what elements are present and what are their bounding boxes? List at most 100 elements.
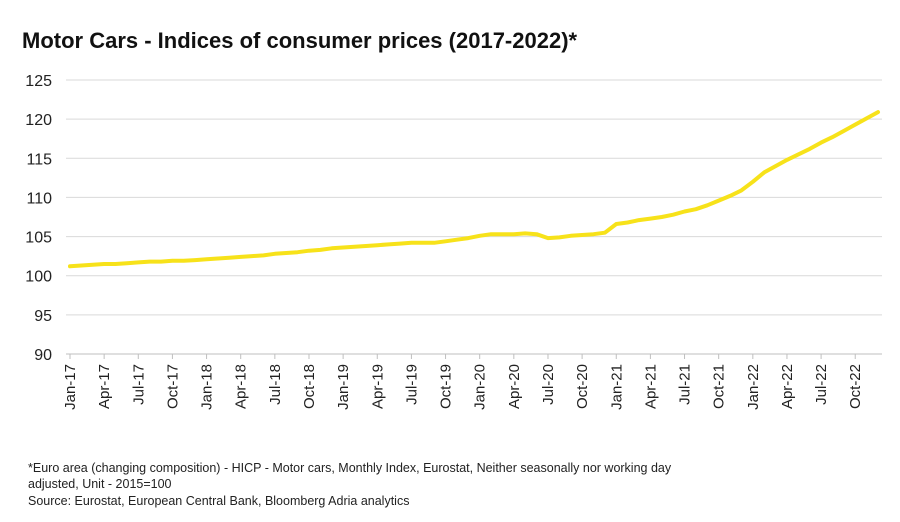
x-tick-label: Oct-21 [711,364,728,409]
data-point [580,233,584,237]
data-point [615,222,618,226]
data-point [239,255,242,259]
data-point [398,242,402,245]
data-point [569,234,572,237]
data-point [193,258,197,262]
x-tick-label: Oct-19 [438,364,455,409]
data-point [171,259,174,263]
data-point [603,231,607,234]
x-tick-label: Apr-21 [642,364,659,409]
data-point [683,210,686,213]
data-point [774,164,777,168]
data-point [80,264,83,267]
data-point [148,260,151,263]
data-point [205,258,208,261]
y-axis-tick-labels: 90 95 100 105 110 115 120 125 [25,73,52,364]
series-layer [68,110,880,269]
data-point [740,189,743,192]
data-point [307,249,311,252]
data-point [558,236,561,239]
data-point [694,207,698,211]
footnote-line-2: adjusted, Unit - 2015=100 [28,477,172,491]
data-point [376,243,379,247]
data-point [125,261,129,265]
footnote-line-1: *Euro area (changing composition) - HICP… [28,461,672,475]
data-point [330,247,333,250]
y-tick-label: 125 [25,73,52,90]
x-tick-label: Jan-20 [472,364,489,410]
x-tick-label: Jan-21 [608,364,625,410]
x-tick-label: Jul-19 [403,364,420,405]
data-point [319,248,322,252]
data-point [751,180,755,183]
data-point [250,254,254,258]
y-tick-label: 115 [26,151,52,168]
data-point [671,213,675,216]
data-point [535,233,538,236]
source-note: Source: Eurostat, European Central Bank,… [28,494,410,508]
x-tick-label: Oct-18 [301,364,318,409]
data-point [865,117,868,120]
data-point [831,135,834,139]
data-point [341,246,345,249]
data-point [876,110,880,114]
data-point [728,194,732,198]
data-point [102,262,106,266]
data-point [410,241,413,245]
y-tick-label: 95 [34,308,52,325]
data-point [842,129,846,133]
data-point [91,263,94,266]
x-axis [66,353,882,359]
data-point [660,215,663,219]
x-tick-label: Oct-17 [164,364,181,409]
data-point [387,243,390,246]
x-axis-tick-labels: Jan-17 Apr-17 Jul-17 Oct-17 Jan-18 Apr-18 Jul-… [62,364,864,410]
x-tick-label: Jan-18 [199,364,216,410]
data-point [114,262,117,266]
data-point [216,257,220,260]
data-point [455,238,459,241]
data-point [819,141,823,144]
data-point [626,221,629,224]
data-point [717,199,720,202]
data-point [285,251,288,255]
data-point [228,256,231,259]
x-tick-label: Jul-17 [130,364,147,405]
data-point [353,245,356,248]
data-point [706,204,709,207]
data-point [159,260,163,263]
data-point [296,251,299,254]
data-point [182,259,186,263]
x-tick-label: Jul-21 [677,364,694,405]
x-tick-label: Apr-17 [96,364,113,409]
y-tick-label: 110 [26,190,52,207]
data-point [854,123,857,126]
data-point [364,244,368,248]
x-tick-label: Jul-20 [540,364,557,405]
data-point [467,236,470,240]
x-tick-label: Jul-22 [813,364,830,405]
data-point [68,265,72,268]
series-line [68,110,880,269]
data-point [444,240,447,243]
x-tick-label: Apr-19 [369,364,386,409]
x-tick-label: Apr-20 [506,364,523,409]
y-tick-label: 100 [25,269,52,286]
line-chart: 90 95 100 105 110 115 120 125 Jan-17 Apr-17 Jul-1… [25,73,882,410]
data-point [421,241,424,245]
x-tick-label: Jul-18 [267,364,284,405]
data-point [262,254,265,257]
grid-lines [66,79,882,316]
data-point [637,218,641,222]
data-point [785,158,789,162]
data-point [432,241,436,245]
data-point [546,236,550,240]
data-point [808,147,811,151]
data-point [524,232,527,235]
data-point [762,171,766,174]
x-tick-label: Jan-17 [62,364,79,410]
data-point [273,252,277,255]
x-tick-label: Oct-20 [574,364,591,409]
data-point [501,233,504,236]
y-tick-label: 120 [25,112,52,129]
